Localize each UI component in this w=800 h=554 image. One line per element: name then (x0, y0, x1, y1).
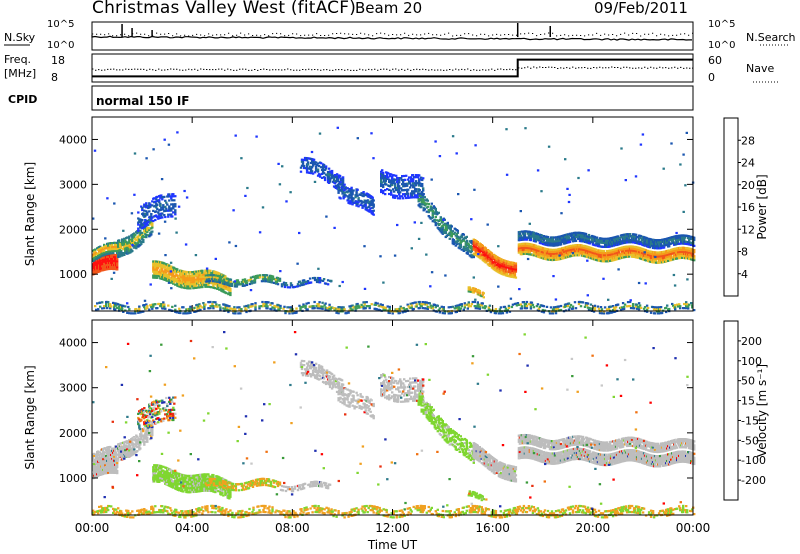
plot-title: Christmas Valley West (fitACF) (92, 0, 357, 18)
power-ytick-label-2: 3000 (59, 178, 87, 191)
xtick-label-5: 20:00 (576, 521, 611, 535)
power-ytick-label-3: 4000 (59, 133, 87, 146)
power-colorbar-frame (723, 117, 739, 297)
power-colorbar-label-5: 24 (741, 157, 755, 170)
velocity-ytick-label-1: 2000 (59, 427, 87, 440)
nsky-tick-bottom: 10^0 (47, 40, 74, 51)
nsearch-tick-bottom: 10^0 (708, 40, 735, 51)
xtick-label-1: 04:00 (175, 521, 210, 535)
nsky-series (91, 35, 692, 41)
nsky-tick-top: 10^5 (47, 19, 74, 30)
freq-tick-bottom: 8 (51, 71, 58, 84)
nave-tick-bottom: 0 (708, 71, 715, 84)
velocity-colorbar-label-7: -200 (741, 474, 766, 487)
velocity-colorbar-label-3: 15 (741, 395, 755, 408)
xtick-label-6: 00:00 (676, 521, 711, 535)
freq-tick-top: 18 (51, 54, 65, 67)
power-scatter-cells (92, 126, 696, 315)
power-ytick-label-0: 1000 (59, 268, 87, 281)
power-colorbar-label-6: 28 (741, 134, 755, 147)
freq-label-line2: [MHz] (4, 67, 36, 80)
nave-label: Nave (746, 62, 774, 75)
velocity-ylabel: Slant Range [km] (23, 365, 37, 469)
cpid-panel-frame (91, 85, 694, 111)
velocity-colorbar-label-4: -15 (741, 414, 759, 427)
velocity-ytick-label-2: 3000 (59, 382, 87, 395)
freq-label-line1: Freq. (4, 53, 31, 66)
velocity-ytick-label-0: 1000 (59, 472, 87, 485)
nsearch-tick-top: 10^5 (708, 19, 735, 30)
xtick-label-2: 08:00 (275, 521, 310, 535)
nsearch-series (92, 32, 694, 37)
velocity-colorbar-label-5: -50 (741, 434, 759, 447)
power-colorbar-title: Power [dB] (755, 174, 769, 239)
velocity-colorbar-label-0: 200 (741, 335, 762, 348)
xtick-label-3: 12:00 (375, 521, 410, 535)
power-ytick-label-1: 2000 (59, 223, 87, 236)
power-colorbar-label-3: 16 (741, 201, 755, 214)
power-ylabel: Slant Range [km] (23, 162, 37, 266)
velocity-scatter-cells (92, 331, 696, 519)
power-colorbar-label-2: 12 (741, 223, 755, 236)
nave-tick-top: 60 (708, 54, 722, 67)
velocity-colorbar-label-1: 100 (741, 355, 762, 368)
nsky-label: N.Sky (4, 31, 36, 44)
cpid-label: CPID (8, 93, 37, 106)
power-colorbar-label-1: 8 (741, 246, 748, 259)
nsky-panel-frame (91, 21, 694, 51)
xtick-label-4: 16:00 (475, 521, 510, 535)
date-label: 09/Feb/2011 (594, 0, 688, 17)
power-colorbar-label-4: 20 (741, 179, 755, 192)
velocity-colorbar-label-2: 50 (741, 375, 755, 388)
beam-label: Beam 20 (355, 0, 423, 17)
xtick-label-0: 00:00 (75, 521, 110, 535)
velocity-colorbar-frame (723, 320, 739, 501)
velocity-ytick-label-3: 4000 (59, 337, 87, 350)
velocity-colorbar-label-6: -100 (741, 454, 766, 467)
nsearch-label: N.Search (746, 31, 796, 44)
freq-series (92, 58, 693, 78)
nave-series (92, 66, 694, 71)
cpid-value: normal 150 IF (96, 94, 190, 108)
x-axis-title: Time UT (367, 538, 418, 552)
power-colorbar-label-0: 4 (741, 268, 748, 281)
velocity-colorbar-title: Velocity [m s⁻¹] (755, 364, 769, 457)
